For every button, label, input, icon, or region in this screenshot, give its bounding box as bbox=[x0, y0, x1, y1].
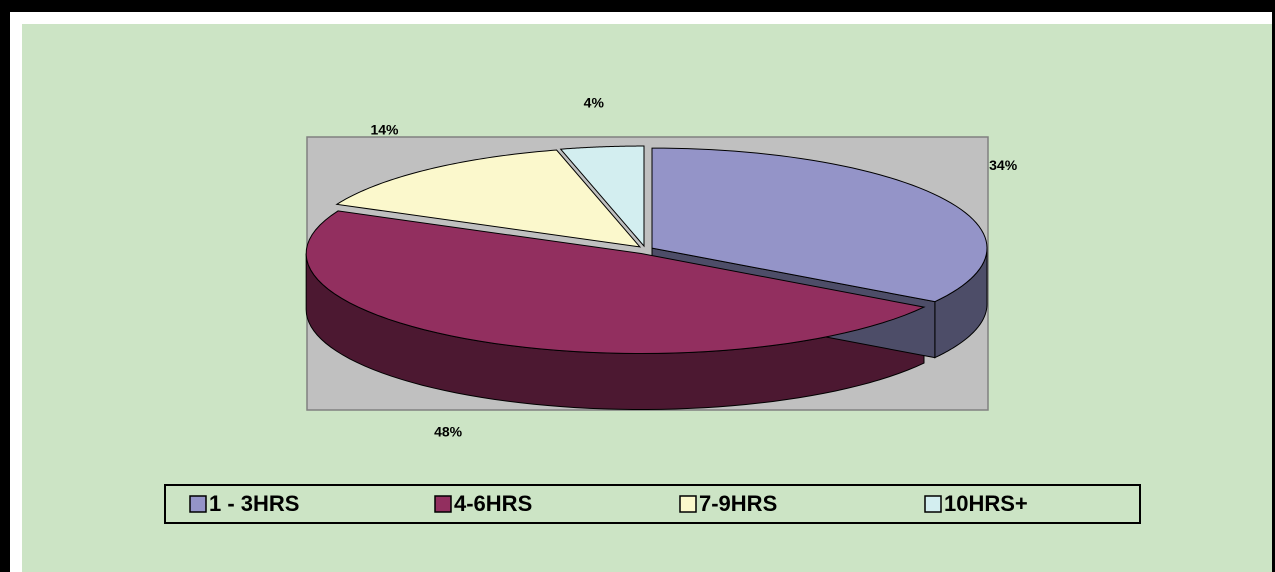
legend-label: 7-9HRS bbox=[699, 491, 777, 516]
pie-slice bbox=[559, 145, 645, 248]
legend-swatch bbox=[679, 495, 697, 513]
legend-label: 4-6HRS bbox=[454, 491, 532, 516]
legend-swatch bbox=[924, 495, 942, 513]
data-label: 4% bbox=[584, 95, 605, 111]
legend bbox=[164, 484, 1141, 524]
legend-label: 1 - 3HRS bbox=[209, 491, 299, 516]
legend-swatch bbox=[434, 495, 452, 513]
pie-slice bbox=[651, 147, 988, 303]
legend-swatch bbox=[189, 495, 207, 513]
pie-slice bbox=[335, 149, 642, 248]
data-label: 48% bbox=[434, 424, 463, 440]
legend-label: 10HRS+ bbox=[944, 491, 1028, 516]
data-label: 34% bbox=[989, 157, 1018, 173]
pie-slice bbox=[305, 210, 926, 355]
data-label: 14% bbox=[370, 122, 399, 138]
